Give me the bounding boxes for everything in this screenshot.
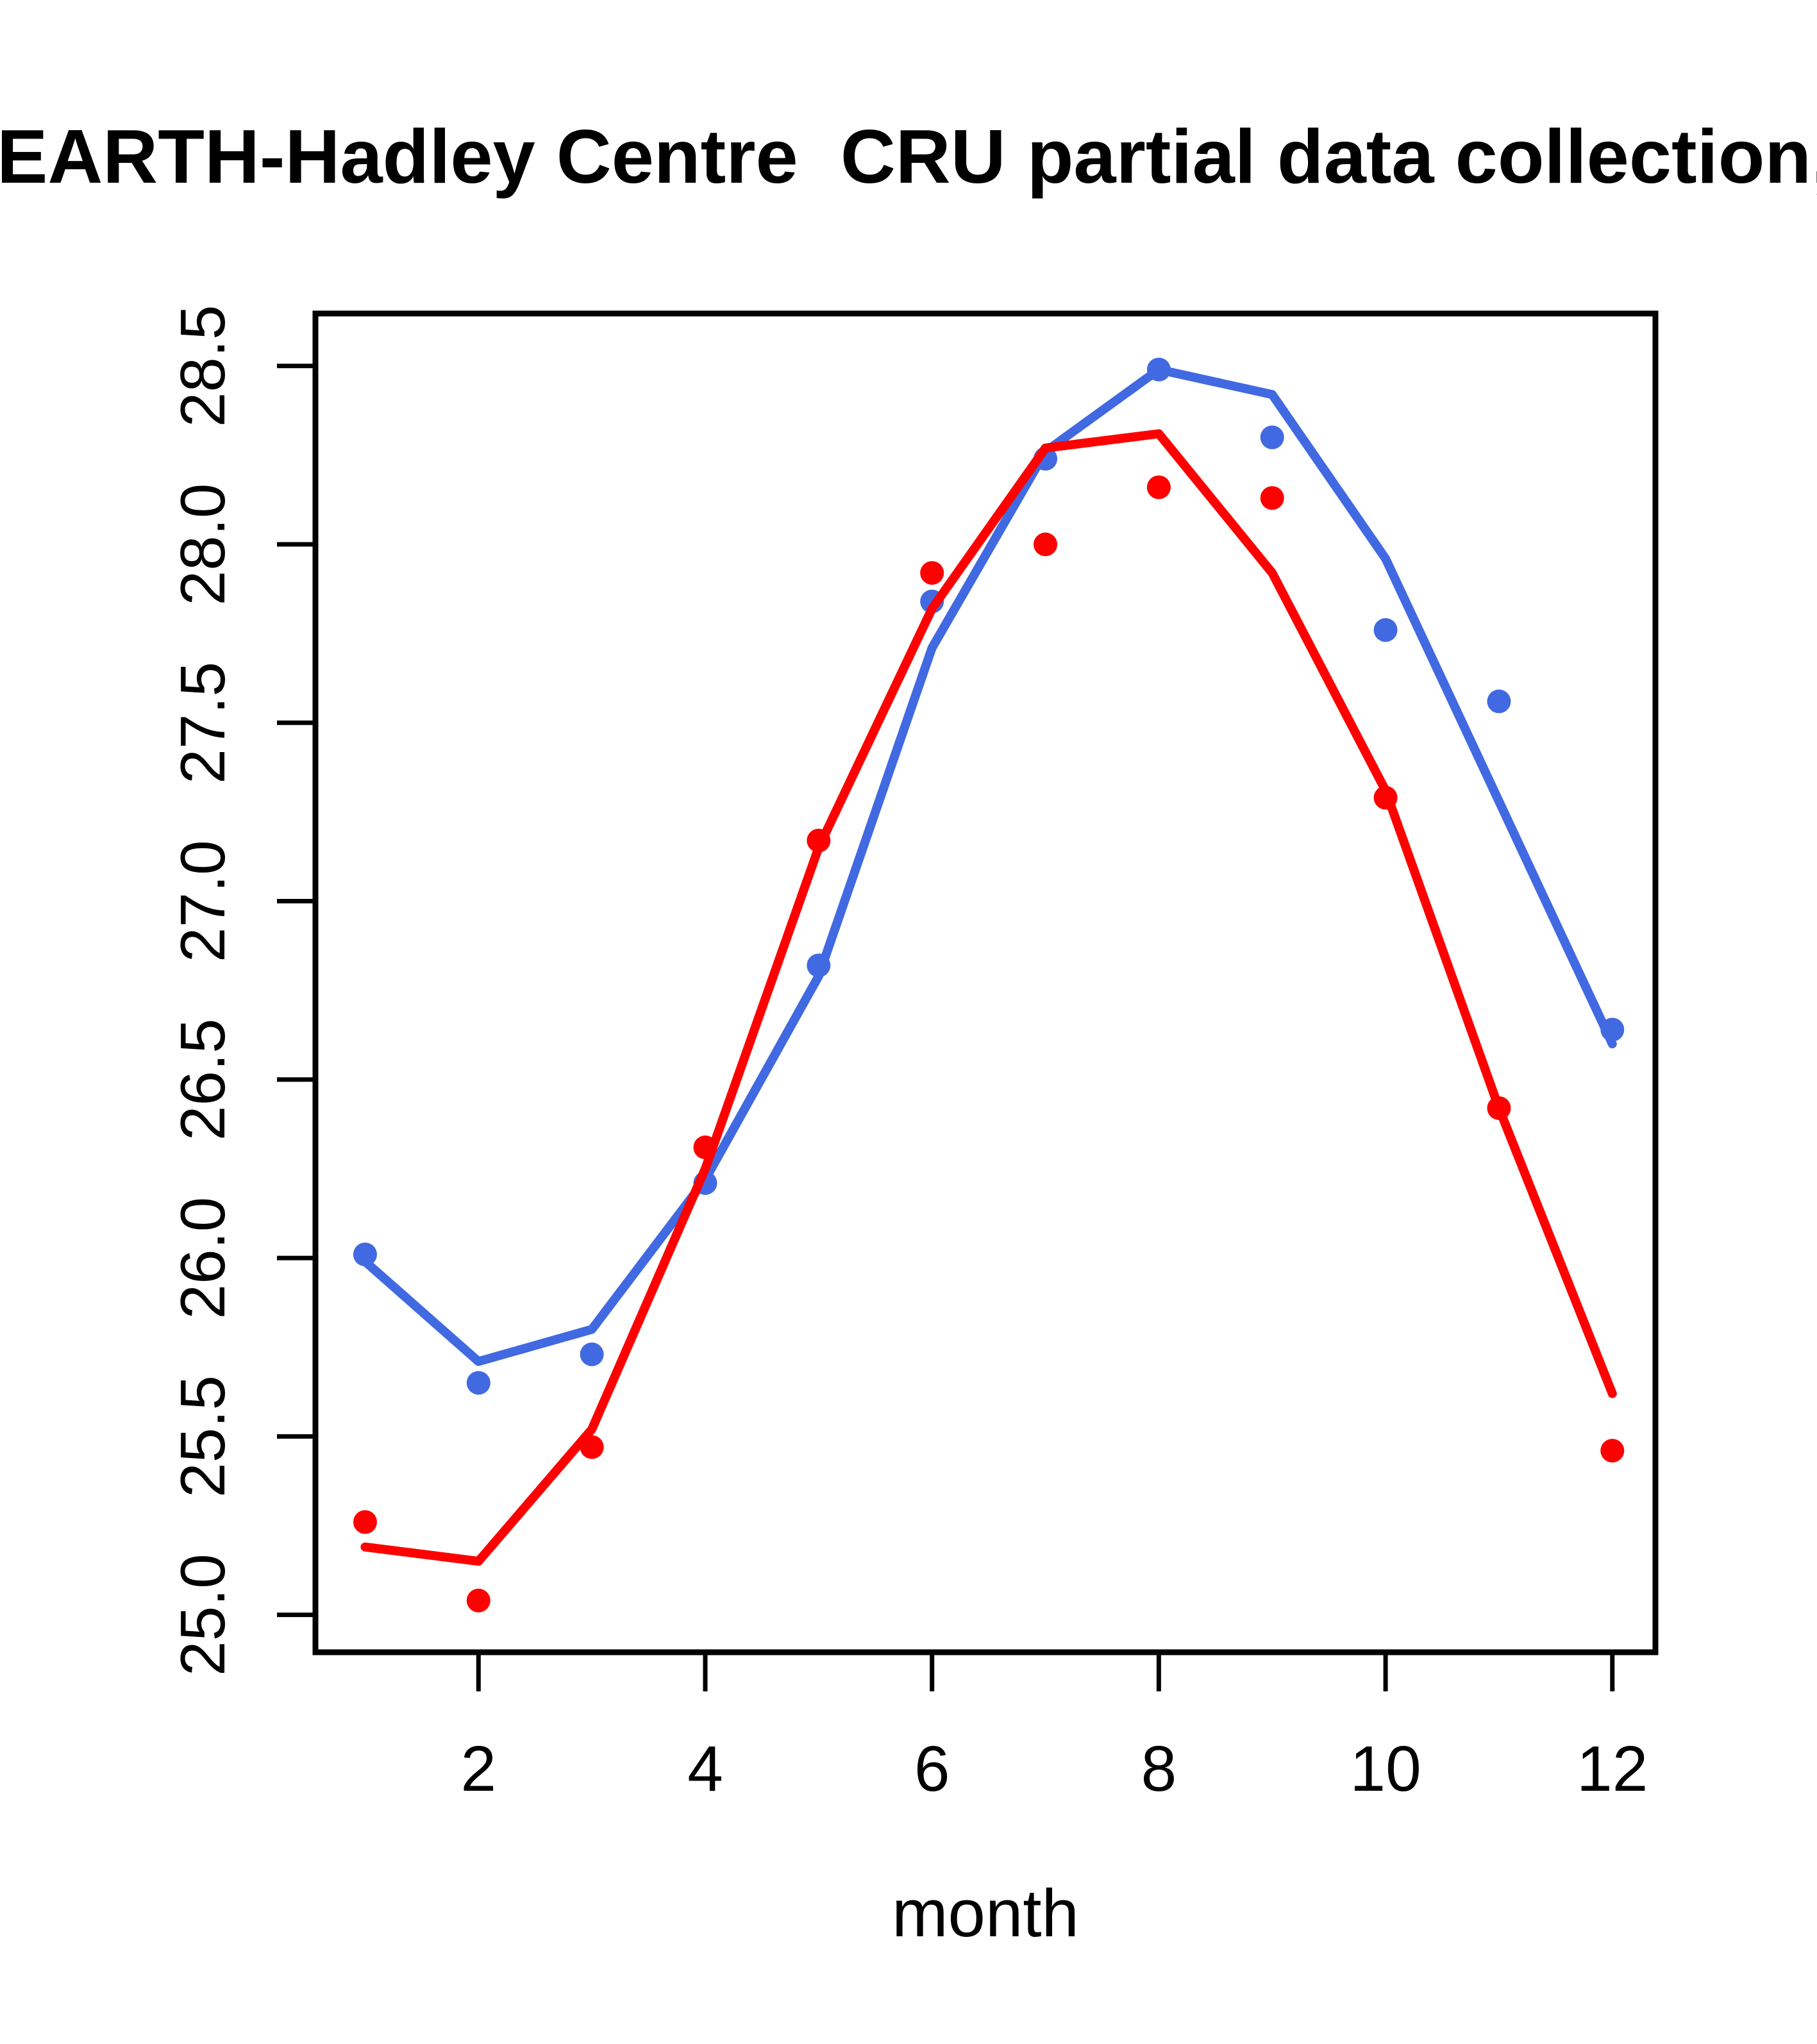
blue-points-marker — [466, 1371, 490, 1395]
y-tick-label: 28.0 — [167, 483, 238, 606]
blue-points-marker — [1260, 425, 1284, 449]
red-points-marker — [807, 828, 831, 853]
blue-points-marker — [1487, 689, 1511, 714]
blue-points-marker — [807, 953, 831, 978]
x-tick-label: 12 — [1577, 1733, 1648, 1805]
red-points-marker — [920, 561, 944, 585]
series-layer — [353, 357, 1625, 1613]
red-points — [353, 475, 1625, 1613]
blue-points-marker — [1373, 618, 1398, 642]
blue-line — [360, 365, 1617, 1366]
y-tick-label: 25.0 — [167, 1554, 238, 1676]
y-axis: 25.0 25.5 26.0 26.5 27.0 27.5 28.0 28.5 — [167, 305, 315, 1676]
x-tick-label: 10 — [1350, 1733, 1421, 1805]
red-points-marker — [353, 1510, 377, 1534]
y-tick-label: 26.5 — [167, 1018, 238, 1141]
blue-points-marker — [353, 1242, 377, 1266]
red-line — [360, 429, 1617, 1566]
red-points-marker — [1260, 486, 1284, 510]
blue-points-marker — [1146, 357, 1171, 381]
red-points-marker — [580, 1435, 604, 1459]
y-tick-label: 26.0 — [167, 1197, 238, 1319]
y-tick-label: 27.5 — [167, 662, 238, 784]
red-points-marker — [1373, 785, 1398, 810]
red-points-marker — [1146, 475, 1171, 499]
x-axis-title: month — [892, 1876, 1079, 1951]
red-points-marker — [466, 1588, 490, 1613]
y-tick-label: 28.5 — [167, 305, 238, 427]
x-tick-label: 4 — [687, 1733, 723, 1805]
red-points-marker — [1600, 1439, 1625, 1463]
x-axis: 2 4 6 8 10 12 — [460, 1652, 1648, 1805]
plot-box — [312, 310, 1659, 1655]
blue-points-marker — [1600, 1018, 1625, 1042]
x-tick-label: 2 — [460, 1733, 496, 1805]
red-points-marker — [1034, 532, 1058, 557]
red-points-marker — [1487, 1096, 1511, 1120]
red-points-marker — [693, 1135, 717, 1160]
chart-title: EARTH-Hadley Centre CRU partial data col… — [0, 114, 1817, 199]
blue-points-marker — [580, 1342, 604, 1366]
y-tick-label: 27.0 — [167, 840, 238, 962]
x-tick-label: 6 — [914, 1733, 950, 1805]
blue-points — [353, 357, 1625, 1395]
y-tick-label: 25.5 — [167, 1375, 238, 1498]
x-tick-label: 8 — [1141, 1733, 1177, 1805]
